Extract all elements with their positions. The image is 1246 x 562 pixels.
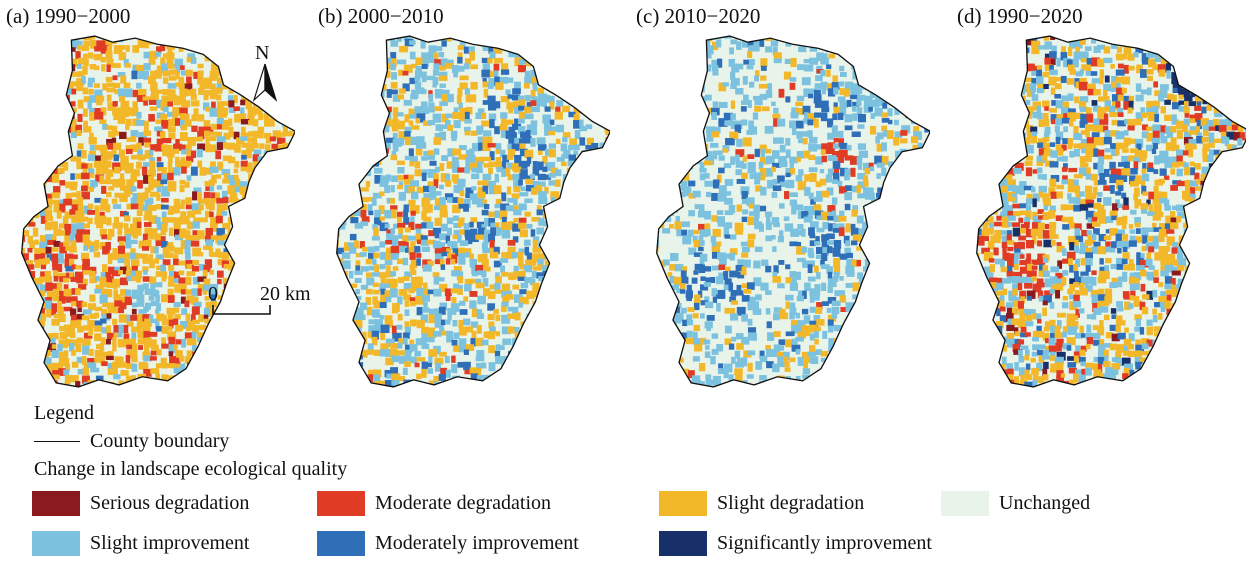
- county-map-2010-2020: [656, 35, 930, 388]
- change-raster: [976, 36, 1246, 387]
- legend-boundary-item: County boundary: [34, 430, 229, 453]
- scale-bar: 0 20 km: [208, 283, 318, 319]
- legend-change-title: Change in landscape ecological quality: [34, 458, 348, 480]
- legend-item-moderate-degradation: Moderate degradation: [317, 491, 551, 516]
- north-arrow-icon: [252, 63, 278, 102]
- legend-label: Moderate degradation: [375, 492, 552, 514]
- county-map-1990-2000: [21, 35, 295, 388]
- legend-label: Unchanged: [999, 492, 1091, 514]
- legend-swatch: [317, 491, 365, 516]
- panel-title-a: (a) 1990−2000: [6, 4, 131, 28]
- legend-item-serious-degradation: Serious degradation: [32, 491, 249, 516]
- legend-item-unchanged: Unchanged: [941, 491, 1090, 516]
- county-boundary: [21, 35, 295, 388]
- legend-swatch: [941, 491, 989, 516]
- county-boundary: [656, 35, 930, 388]
- scale-bar-end: 20 km: [260, 283, 311, 305]
- county-boundary: [976, 35, 1246, 388]
- legend-item-slight-improvement: Slight improvement: [32, 531, 249, 556]
- legend-swatch: [317, 531, 365, 556]
- legend-boundary-label: County boundary: [90, 430, 230, 452]
- scale-bar-start: 0: [208, 283, 218, 305]
- panel-title-c: (c) 2010−2020: [636, 4, 761, 28]
- legend-swatch: [32, 531, 80, 556]
- legend-label: Significantly improvement: [717, 532, 932, 554]
- legend-label: Moderately improvement: [375, 532, 579, 554]
- change-raster: [336, 36, 610, 387]
- legend-label: Slight improvement: [90, 532, 250, 554]
- county-map-1990-2020: [976, 35, 1246, 388]
- legend-label: Serious degradation: [90, 492, 250, 514]
- panel-title-b: (b) 2000−2010: [318, 4, 444, 28]
- legend-item-moderately-improvement: Moderately improvement: [317, 531, 579, 556]
- legend-item-slight-degradation: Slight degradation: [659, 491, 864, 516]
- county-map-2000-2010: [336, 35, 610, 388]
- county-boundary: [336, 35, 610, 388]
- change-raster: [656, 36, 930, 387]
- legend-title: Legend: [34, 402, 94, 424]
- north-arrow-label: N: [255, 42, 270, 64]
- legend-swatch: [32, 491, 80, 516]
- panel-title-d: (d) 1990−2020: [957, 4, 1083, 28]
- legend-item-significantly-improvement: Significantly improvement: [659, 531, 932, 556]
- legend-swatch: [659, 491, 707, 516]
- legend-swatch: [659, 531, 707, 556]
- legend-label: Slight degradation: [717, 492, 865, 514]
- boundary-line-symbol: [34, 441, 80, 442]
